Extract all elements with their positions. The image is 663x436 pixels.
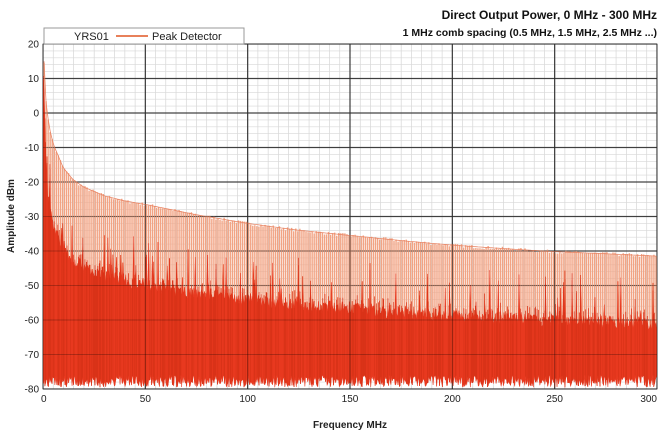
x-tick-label: 200 <box>444 394 461 405</box>
grid-overlay <box>43 44 657 389</box>
x-axis-label: Frequency MHz <box>313 420 387 431</box>
x-tick-label: 150 <box>342 394 359 405</box>
y-tick-label: -70 <box>25 350 40 361</box>
y-tick-label: -50 <box>25 281 40 292</box>
x-tick-label: 100 <box>239 394 256 405</box>
yrs01-spectrum-spikes <box>43 76 657 388</box>
chart-title: Direct Output Power, 0 MHz - 300 MHz <box>442 8 657 22</box>
y-tick-label: -30 <box>25 212 40 223</box>
y-tick-label: -10 <box>25 143 40 154</box>
x-tick-label: 300 <box>640 394 657 405</box>
y-tick-label: 0 <box>33 109 39 120</box>
x-tick-label: 0 <box>41 394 47 405</box>
y-tick-labels: 20 10 0 -10 -20 -30 -40 -50 -60 -70 -80 <box>25 40 40 396</box>
y-tick-label: 10 <box>28 74 40 85</box>
legend: YRS01 Peak Detector <box>43 27 245 45</box>
y-tick-label: 20 <box>28 40 40 51</box>
legend-entry-peak-detector: Peak Detector <box>152 31 222 43</box>
peak-detector-envelope <box>43 61 656 257</box>
legend-entry-yrs01: YRS01 <box>74 31 109 43</box>
x-tick-label: 250 <box>546 394 563 405</box>
y-tick-label: -80 <box>25 385 40 396</box>
y-axis-label: Amplitude dBm <box>6 179 17 253</box>
series-yrs01 <box>43 76 657 388</box>
y-tick-label: -40 <box>25 247 40 258</box>
y-tick-label: -20 <box>25 178 40 189</box>
chart-subtitle: 1 MHz comb spacing (0.5 MHz, 1.5 MHz, 2.… <box>403 27 657 39</box>
x-tick-label: 50 <box>140 394 152 405</box>
x-tick-labels: 0 50 100 150 200 250 300 <box>41 394 657 405</box>
y-tick-label: -60 <box>25 316 40 327</box>
